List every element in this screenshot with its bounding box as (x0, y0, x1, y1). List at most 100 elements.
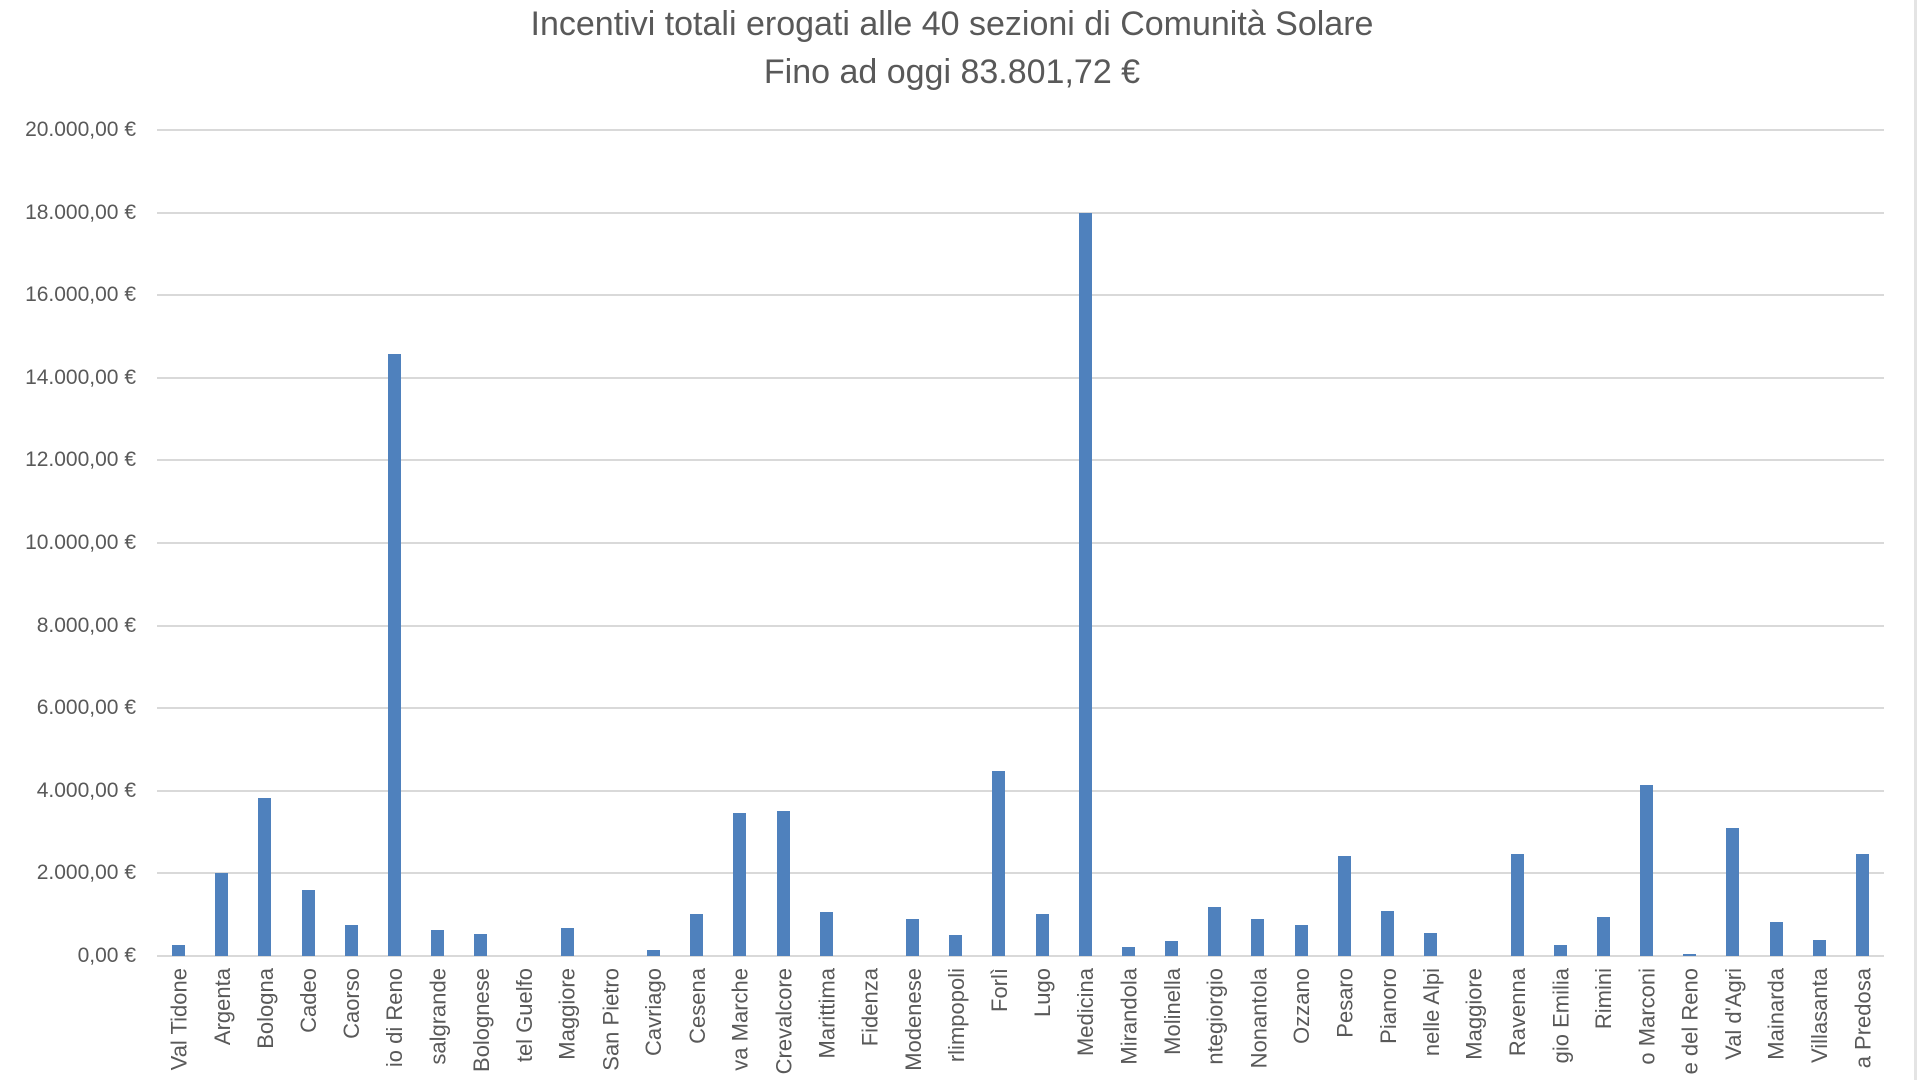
x-tick-label-text: Caorso (339, 968, 365, 1039)
bar (1294, 925, 1308, 956)
x-tick-label-text: Maggiore (1461, 968, 1487, 1060)
bar (1078, 213, 1092, 956)
bar (387, 354, 401, 956)
bar (1035, 914, 1049, 956)
gridline (157, 542, 1884, 544)
x-tick-label: Molinella (1158, 968, 1188, 1080)
x-tick-label: va Marche (726, 968, 756, 1080)
bar (906, 919, 920, 956)
x-tick-label: Fidenza (855, 968, 885, 1080)
bar (474, 934, 488, 956)
bar (1165, 941, 1179, 956)
x-tick-label: Bolognese (467, 968, 497, 1080)
bar (1208, 906, 1222, 956)
x-tick-label: Cavriago (640, 968, 670, 1080)
gridline (157, 459, 1884, 462)
x-tick-label-text: Bolognese (468, 968, 494, 1072)
x-tick-label: Nonantola (1244, 968, 1274, 1080)
x-tick-label-text: San Pietro (598, 968, 624, 1071)
gridline (157, 624, 1884, 627)
gridline (157, 376, 1884, 379)
bar (301, 889, 315, 956)
x-tick-label-text: Villasanta (1807, 968, 1833, 1063)
x-tick-label-text: gio Emilia (1548, 968, 1574, 1064)
x-tick-label-text: Nonantola (1245, 968, 1271, 1069)
x-tick-label-text: Fidenza (857, 968, 883, 1047)
x-tick-label: Pesaro (1330, 968, 1360, 1080)
x-tick-label: Medicina (1071, 968, 1101, 1080)
bar (560, 927, 574, 956)
bar (1769, 921, 1783, 956)
x-tick-label-text: Mirandola (1116, 968, 1142, 1065)
bar (1424, 932, 1438, 956)
x-tick-label-text: io di Reno (382, 968, 408, 1068)
x-tick-label-text: a Predosa (1850, 968, 1876, 1069)
x-axis-labels: Val Tidone Argenta Bologna Cadeo Caorso io di… (0, 964, 1920, 1080)
chart-title: Incentivi totali erogati alle 40 sezioni… (530, 5, 1374, 43)
bar (1510, 854, 1524, 956)
x-tick-label: Mirandola (1114, 968, 1144, 1080)
x-tick-label: o Marconi (1633, 968, 1663, 1080)
bar (1121, 947, 1135, 956)
x-tick-label-text: Argenta (209, 968, 235, 1046)
x-tick-label-text: Mainarda (1764, 968, 1790, 1060)
x-tick-label-text: Bologna (252, 968, 278, 1049)
x-tick-label-text: salgrande (425, 968, 451, 1065)
y-tick-label: 8.000,00 € (36, 613, 136, 637)
gridline (157, 872, 1884, 875)
x-tick-label: rlimpopoli (942, 968, 972, 1080)
y-tick-label: 2.000,00 € (36, 861, 136, 885)
x-tick-label-text: Forlì (986, 968, 1012, 1012)
x-tick-label-text: Crevalcore (771, 968, 797, 1075)
x-tick-label: Cesena (683, 968, 713, 1080)
x-tick-label-text: Medicina (1073, 968, 1099, 1057)
bar (258, 797, 272, 956)
bar (1683, 953, 1697, 956)
x-tick-label: Val Tidone (165, 968, 195, 1080)
x-tick-label-text: ntegiorgio (1202, 968, 1228, 1065)
x-tick-label: Crevalcore (769, 968, 799, 1080)
x-tick-label-text: Pesaro (1332, 968, 1358, 1038)
x-tick-label: io di Reno (380, 968, 410, 1080)
bar (1337, 855, 1351, 956)
bar (690, 914, 704, 956)
bar (776, 811, 790, 956)
x-tick-label-text: Maggiore (555, 968, 581, 1060)
y-tick-label: 12.000,00 € (25, 448, 136, 472)
x-tick-label-text: Ozzano (1289, 968, 1315, 1044)
x-tick-label: Ravenna (1503, 968, 1533, 1080)
x-tick-label-text: o Marconi (1634, 968, 1660, 1065)
x-tick-label-text: Val d'Agri (1720, 968, 1746, 1060)
x-tick-label: Maggiore (1460, 968, 1490, 1080)
chart-frame-border (1914, 0, 1917, 1080)
x-tick-label: Bologna (251, 968, 281, 1080)
y-tick-label: 10.000,00 € (25, 531, 136, 554)
x-tick-label: Marittima (812, 968, 842, 1080)
plot-area (157, 129, 1884, 957)
bar (1251, 919, 1265, 956)
x-tick-label-text: Cadeo (296, 968, 322, 1033)
x-tick-label: nelle Alpi (1417, 968, 1447, 1080)
bar (949, 935, 963, 956)
x-tick-label: Caorso (337, 968, 367, 1080)
x-tick-label-text: va Marche (727, 968, 753, 1071)
x-tick-label: Rimini (1589, 968, 1619, 1080)
x-tick-label-text: e del Reno (1677, 968, 1703, 1075)
bar (819, 911, 833, 956)
bar (1380, 910, 1394, 956)
bar (1553, 944, 1567, 956)
x-tick-label-text: Molinella (1159, 968, 1185, 1055)
bar (992, 770, 1006, 956)
y-tick-label: 18.000,00 € (25, 200, 136, 224)
x-tick-label-text: Marittima (814, 968, 840, 1059)
x-tick-label-text: rlimpopoli (943, 968, 969, 1063)
y-tick-label: 4.000,00 € (36, 778, 136, 802)
bar (1596, 916, 1610, 956)
x-tick-label: ntegiorgio (1201, 968, 1231, 1080)
x-tick-label: e del Reno (1676, 968, 1706, 1080)
x-tick-label-text: nelle Alpi (1418, 968, 1444, 1057)
x-tick-label: a Predosa (1848, 968, 1878, 1080)
x-tick-label: Modenese (899, 968, 929, 1080)
chart-subtitle: Fino ad oggi 83.801,72 € (763, 53, 1141, 91)
x-tick-label-text: Modenese (900, 968, 926, 1071)
